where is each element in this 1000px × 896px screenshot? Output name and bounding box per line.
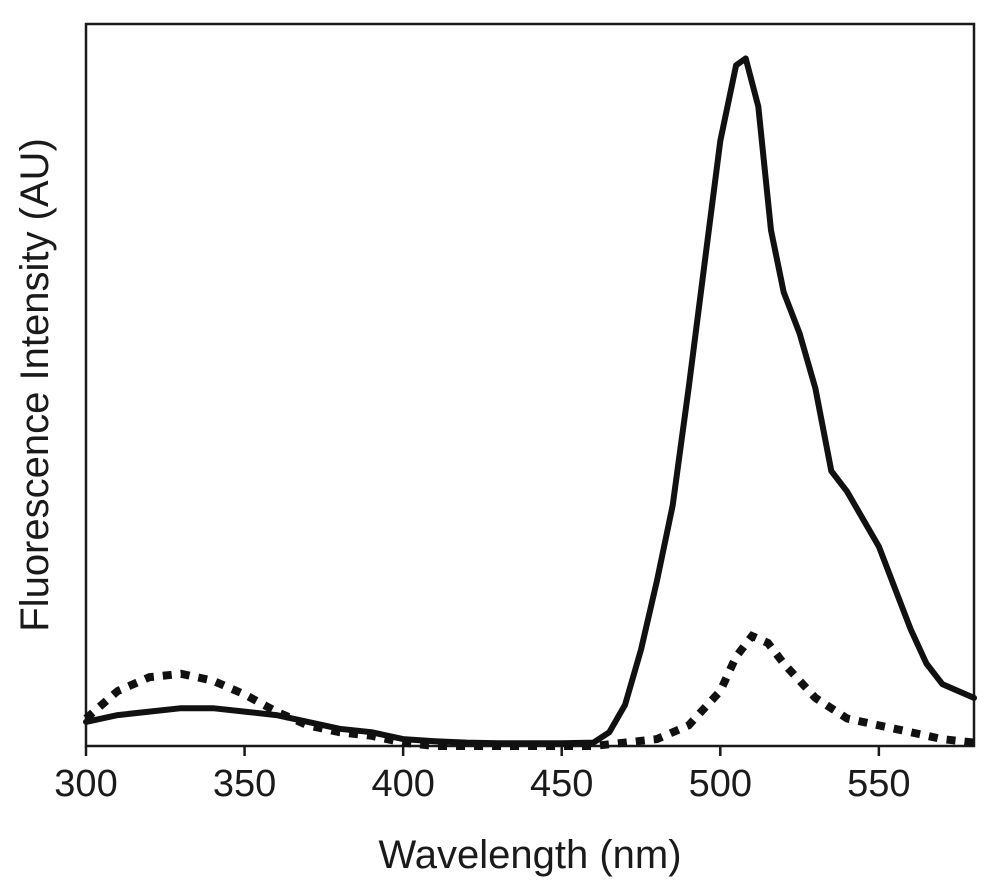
x-tick-label: 550 xyxy=(847,763,910,805)
x-tick-label: 450 xyxy=(530,763,593,805)
x-axis: 300 350 400 450 500 550 xyxy=(54,746,911,805)
series-layer xyxy=(83,55,977,750)
solid-series-line xyxy=(83,55,977,747)
x-tick-label: 300 xyxy=(54,763,117,805)
plot-frame xyxy=(84,22,976,748)
x-axis-title: Wavelength (nm) xyxy=(378,833,681,877)
dotted-series-line xyxy=(83,631,975,750)
y-axis-title: Fluorescence Intensity (AU) xyxy=(13,138,57,632)
x-tick-label: 500 xyxy=(689,763,752,805)
x-tick-label: 350 xyxy=(213,763,276,805)
x-tick-label: 400 xyxy=(371,763,434,805)
